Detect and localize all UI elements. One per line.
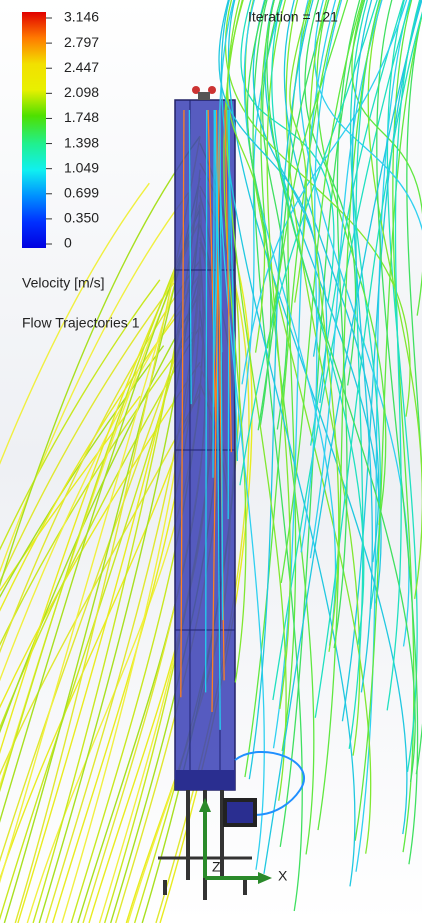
colorbar-label: 3.146 (64, 9, 99, 25)
triad-x-label: X (278, 868, 288, 884)
colorbar-label: 1.398 (64, 134, 99, 150)
colorbar-label: 2.797 (64, 34, 99, 50)
colorbar-label: 1.748 (64, 109, 99, 125)
colorbar-label: 1.049 (64, 159, 99, 175)
simulation-view: Z X 3.146 2.797 2.447 2.098 1.748 1.398 1.049 0… (0, 0, 422, 923)
colorbar-label: 0.350 (64, 210, 99, 226)
triad-z-label: Z (212, 859, 221, 875)
quantity-label: Velocity [m/s] (22, 275, 104, 291)
colorbar (22, 12, 46, 248)
plot-name: Flow Trajectories 1 (22, 315, 140, 331)
colorbar-label: 0 (64, 235, 72, 251)
page: Z X 3.146 2.797 2.447 2.098 1.748 1.398 1.049 0… (0, 0, 422, 923)
colorbar-label: 2.447 (64, 59, 99, 75)
colorbar-label: 0.699 (64, 184, 99, 200)
iteration-label: Iteration = 121 (248, 9, 338, 25)
colorbar-label: 2.098 (64, 84, 99, 100)
